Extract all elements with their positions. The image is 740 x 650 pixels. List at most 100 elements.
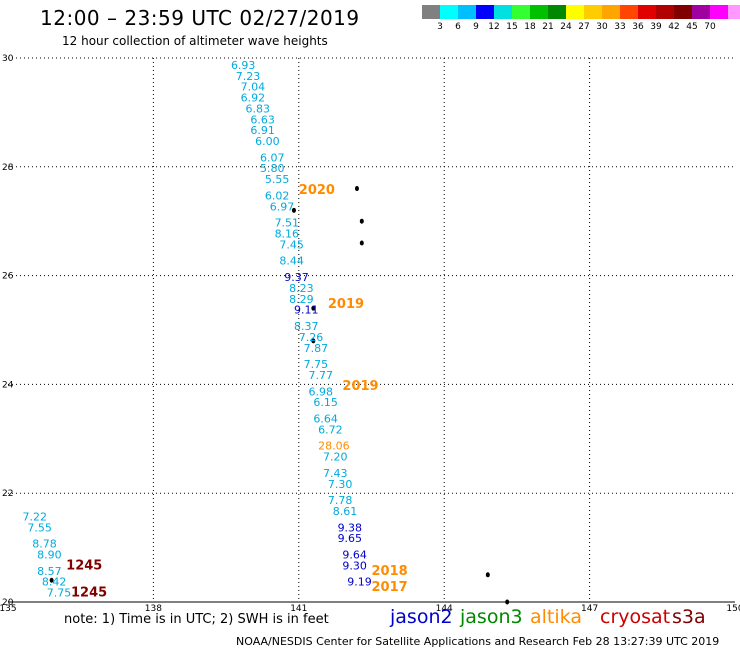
swh-value: 5.80 — [260, 162, 285, 175]
pass-time-label: 2017 — [372, 580, 408, 595]
swh-value: 7.22 — [23, 510, 48, 523]
scale-swatch — [494, 5, 512, 19]
pass-time-label: 2018 — [372, 564, 408, 579]
pass-time-label: 1245 — [71, 586, 107, 601]
scale-swatch — [476, 5, 494, 19]
scale-swatch — [692, 5, 710, 19]
scale-swatch — [530, 5, 548, 19]
lat-tick-label: 28 — [2, 163, 14, 173]
scale-label: 12 — [488, 22, 500, 32]
swh-value: 6.98 — [308, 385, 333, 398]
lon-tick-label: 138 — [145, 604, 162, 614]
scale-label: 30 — [596, 22, 608, 32]
scale-label: 9 — [473, 22, 479, 32]
scale-label: 39 — [650, 22, 662, 32]
swh-value: 8.29 — [289, 293, 314, 306]
legend-s3a: s3a — [672, 606, 706, 628]
scale-swatch — [422, 5, 440, 19]
lat-tick-label: 24 — [2, 380, 14, 390]
swh-value: 9.38 — [338, 521, 363, 534]
pass-time-label: 2019 — [328, 297, 364, 312]
swh-value: 7.45 — [279, 238, 304, 251]
swh-value: 8.23 — [289, 282, 314, 295]
scale-swatch — [674, 5, 692, 19]
swh-value: 8.90 — [37, 548, 62, 561]
scale-swatch — [620, 5, 638, 19]
island-marker — [359, 218, 364, 224]
legend-altika: altika — [530, 606, 582, 628]
lat-tick-label: 26 — [2, 272, 14, 282]
scale-swatch — [566, 5, 584, 19]
scale-label: 3 — [437, 22, 443, 32]
swh-value: 8.78 — [32, 538, 57, 551]
lon-tick-label: 147 — [581, 604, 598, 614]
lon-tick-label: 141 — [290, 604, 307, 614]
island-marker — [311, 305, 316, 311]
scale-label: 6 — [455, 22, 461, 32]
lon-tick-label: 135 — [0, 604, 17, 614]
swh-value: 8.61 — [333, 505, 358, 518]
swh-value: 6.00 — [255, 135, 280, 148]
pass-time-label: 1245 — [66, 558, 102, 573]
footer-note: note: 1) Time is in UTC; 2) SWH is in fe… — [64, 612, 329, 627]
scale-swatch — [728, 5, 740, 19]
swh-value: 7.43 — [323, 467, 348, 480]
scale-swatch — [548, 5, 566, 19]
scale-label: 21 — [542, 22, 554, 32]
swh-value: 7.77 — [308, 369, 333, 382]
island-marker — [311, 338, 316, 344]
scale-swatch — [638, 5, 656, 19]
scale-label: 27 — [578, 22, 590, 32]
island-marker — [49, 577, 54, 583]
swh-value: 8.57 — [37, 565, 62, 578]
swh-value: 7.75 — [47, 587, 71, 600]
swh-value: 7.04 — [241, 81, 266, 94]
swh-value: 6.83 — [245, 102, 270, 115]
swh-value: 7.30 — [328, 478, 353, 491]
scale-swatch — [512, 5, 530, 19]
swh-value: 6.93 — [231, 59, 256, 72]
swh-value: 9.64 — [342, 548, 367, 561]
page-title: 12:00 – 23:59 UTC 02/27/2019 — [40, 6, 360, 30]
swh-value: 7.87 — [304, 342, 329, 355]
scale-swatch — [458, 5, 476, 19]
swh-value: 5.55 — [265, 173, 290, 186]
pass-time-label: 2020 — [299, 183, 335, 198]
legend-jason3: jason3 — [460, 606, 523, 628]
lat-tick-label: 20 — [2, 598, 14, 608]
lon-tick-label: 150 — [726, 604, 740, 614]
swh-value: 7.75 — [304, 358, 329, 371]
scale-swatch — [710, 5, 728, 19]
legend-cryosat: cryosat — [600, 606, 671, 628]
footer-credit: NOAA/NESDIS Center for Satellite Applica… — [236, 635, 720, 648]
scale-swatch — [602, 5, 620, 19]
scale-swatch — [656, 5, 674, 19]
swh-value: 9.30 — [342, 559, 367, 572]
swh-value: 6.02 — [265, 189, 290, 202]
swh-value: 6.15 — [313, 396, 338, 409]
swh-value: 8.44 — [279, 255, 304, 268]
island-marker — [291, 207, 296, 213]
lat-tick-label: 30 — [2, 54, 14, 64]
scale-label: 36 — [632, 22, 644, 32]
swh-value: 6.64 — [313, 412, 338, 425]
page-subtitle: 12 hour collection of altimeter wave hei… — [62, 34, 328, 48]
scale-label: 15 — [506, 22, 518, 32]
swh-value: 6.63 — [250, 113, 274, 126]
swh-value: 6.97 — [270, 200, 295, 213]
swh-value: 7.26 — [299, 331, 324, 344]
swh-value: 9.19 — [347, 576, 372, 589]
swh-value: 28.06 — [318, 440, 350, 453]
lat-tick-label: 22 — [2, 489, 13, 499]
swh-value: 6.72 — [318, 423, 343, 436]
swh-value: 6.07 — [260, 151, 285, 164]
scale-swatch — [440, 5, 458, 19]
swh-value: 6.92 — [241, 92, 266, 105]
swh-value: 7.23 — [236, 70, 261, 83]
swh-value: 9.11 — [294, 304, 319, 317]
swh-value: 9.37 — [284, 271, 309, 284]
swh-value: 7.20 — [323, 451, 348, 464]
swh-value: 8.37 — [294, 320, 319, 333]
scale-label: 18 — [524, 22, 536, 32]
